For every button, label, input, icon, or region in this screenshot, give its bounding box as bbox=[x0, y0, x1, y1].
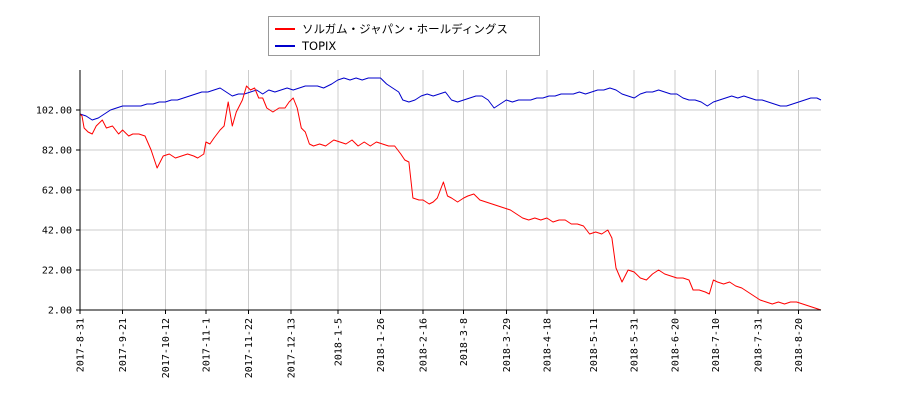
y-tick-label: 82.00 bbox=[42, 146, 72, 157]
legend-swatch-stock bbox=[275, 28, 295, 30]
y-tick-label: 42.00 bbox=[42, 226, 72, 237]
x-tick-label: 2017-10-12 bbox=[161, 318, 172, 378]
legend-label-stock: ソルガム・ジャパン・ホールディングス bbox=[302, 22, 508, 36]
grid-lines bbox=[79, 70, 821, 311]
x-tick-label: 2018-5-11 bbox=[589, 318, 600, 372]
y-tick-label: 102.00 bbox=[36, 106, 72, 117]
x-tick-label: 2017-11-22 bbox=[244, 318, 255, 378]
series-lines bbox=[79, 77, 822, 311]
x-tick-label: 2018-7-31 bbox=[754, 318, 765, 372]
y-tick-label: 62.00 bbox=[42, 186, 72, 197]
x-tick-label: 2018-6-20 bbox=[670, 318, 681, 372]
x-tick-label: 2017-9-21 bbox=[118, 318, 129, 372]
legend: ソルガム・ジャパン・ホールディングス TOPIX bbox=[268, 16, 540, 56]
legend-item-stock: ソルガム・ジャパン・ホールディングス bbox=[275, 21, 508, 37]
x-tick-label: 2018-1-5 bbox=[333, 318, 344, 366]
legend-swatch-topix bbox=[275, 45, 295, 47]
legend-label-topix: TOPIX bbox=[302, 39, 337, 53]
legend-item-topix: TOPIX bbox=[275, 38, 336, 54]
series-line-stock bbox=[79, 85, 822, 311]
x-tick-label: 2017-11-1 bbox=[201, 318, 212, 372]
x-tick-label: 2018-1-26 bbox=[376, 318, 387, 372]
x-tick-label: 2018-8-20 bbox=[794, 318, 805, 372]
y-tick-label: 2.00 bbox=[48, 306, 72, 317]
x-tick-label: 2018-2-16 bbox=[419, 318, 430, 372]
series-line-topix bbox=[79, 77, 822, 121]
axes: 2.00 22.00 42.00 62.00 82.00 102.00 2017-8-31 2… bbox=[36, 70, 821, 378]
x-tick-label: 2018-3-29 bbox=[502, 318, 513, 372]
x-tick-label: 2017-12-13 bbox=[287, 318, 298, 378]
y-tick-label: 22.00 bbox=[42, 266, 72, 277]
x-tick-label: 2018-3-8 bbox=[459, 318, 470, 366]
x-tick-label: 2018-5-31 bbox=[630, 318, 641, 372]
x-tick-label: 2017-8-31 bbox=[76, 318, 87, 372]
x-tick-label: 2018-4-18 bbox=[542, 318, 553, 372]
x-tick-label: 2018-7-10 bbox=[711, 318, 722, 372]
